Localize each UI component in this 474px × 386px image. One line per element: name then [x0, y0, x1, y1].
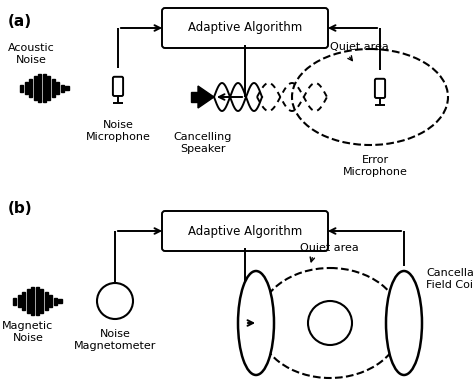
Bar — [31, 287, 34, 315]
Bar — [65, 86, 69, 90]
FancyBboxPatch shape — [375, 79, 385, 98]
Text: Quiet area: Quiet area — [330, 42, 389, 52]
Bar — [191, 92, 198, 102]
Text: Acoustic
Noise: Acoustic Noise — [8, 43, 55, 64]
Bar — [20, 85, 23, 91]
Bar — [58, 299, 62, 303]
Bar — [27, 289, 30, 313]
Text: Noise
Magnetometer: Noise Magnetometer — [74, 329, 156, 350]
Text: Adaptive Algorithm: Adaptive Algorithm — [188, 225, 302, 237]
Bar — [13, 298, 16, 305]
Circle shape — [308, 301, 352, 345]
Text: (a): (a) — [8, 14, 32, 29]
Bar — [38, 74, 41, 102]
Text: Quiet area: Quiet area — [300, 243, 359, 253]
Bar — [49, 295, 53, 307]
Bar — [22, 292, 25, 310]
Text: Error
Microphone: Error Microphone — [343, 155, 408, 177]
Ellipse shape — [386, 271, 422, 375]
Bar — [47, 76, 50, 100]
Bar — [43, 74, 46, 102]
Bar — [40, 289, 44, 313]
FancyBboxPatch shape — [162, 211, 328, 251]
Bar — [54, 298, 57, 305]
Text: Cancellation
Field Coils: Cancellation Field Coils — [426, 268, 474, 290]
Circle shape — [97, 283, 133, 319]
Bar — [25, 82, 27, 94]
Bar — [61, 85, 64, 91]
Bar — [56, 82, 59, 94]
Text: (b): (b) — [8, 201, 33, 216]
Bar — [36, 287, 39, 315]
Text: Cancelling
Speaker: Cancelling Speaker — [174, 132, 232, 154]
Bar — [34, 76, 37, 100]
Text: Magnetic
Noise: Magnetic Noise — [2, 321, 54, 343]
Text: Noise
Microphone: Noise Microphone — [86, 120, 150, 142]
FancyBboxPatch shape — [113, 77, 123, 96]
Bar — [45, 292, 48, 310]
Bar — [52, 79, 55, 97]
FancyBboxPatch shape — [162, 8, 328, 48]
Bar — [29, 79, 32, 97]
Text: Adaptive Algorithm: Adaptive Algorithm — [188, 22, 302, 34]
Bar — [18, 295, 21, 307]
Ellipse shape — [238, 271, 274, 375]
Polygon shape — [198, 86, 214, 108]
